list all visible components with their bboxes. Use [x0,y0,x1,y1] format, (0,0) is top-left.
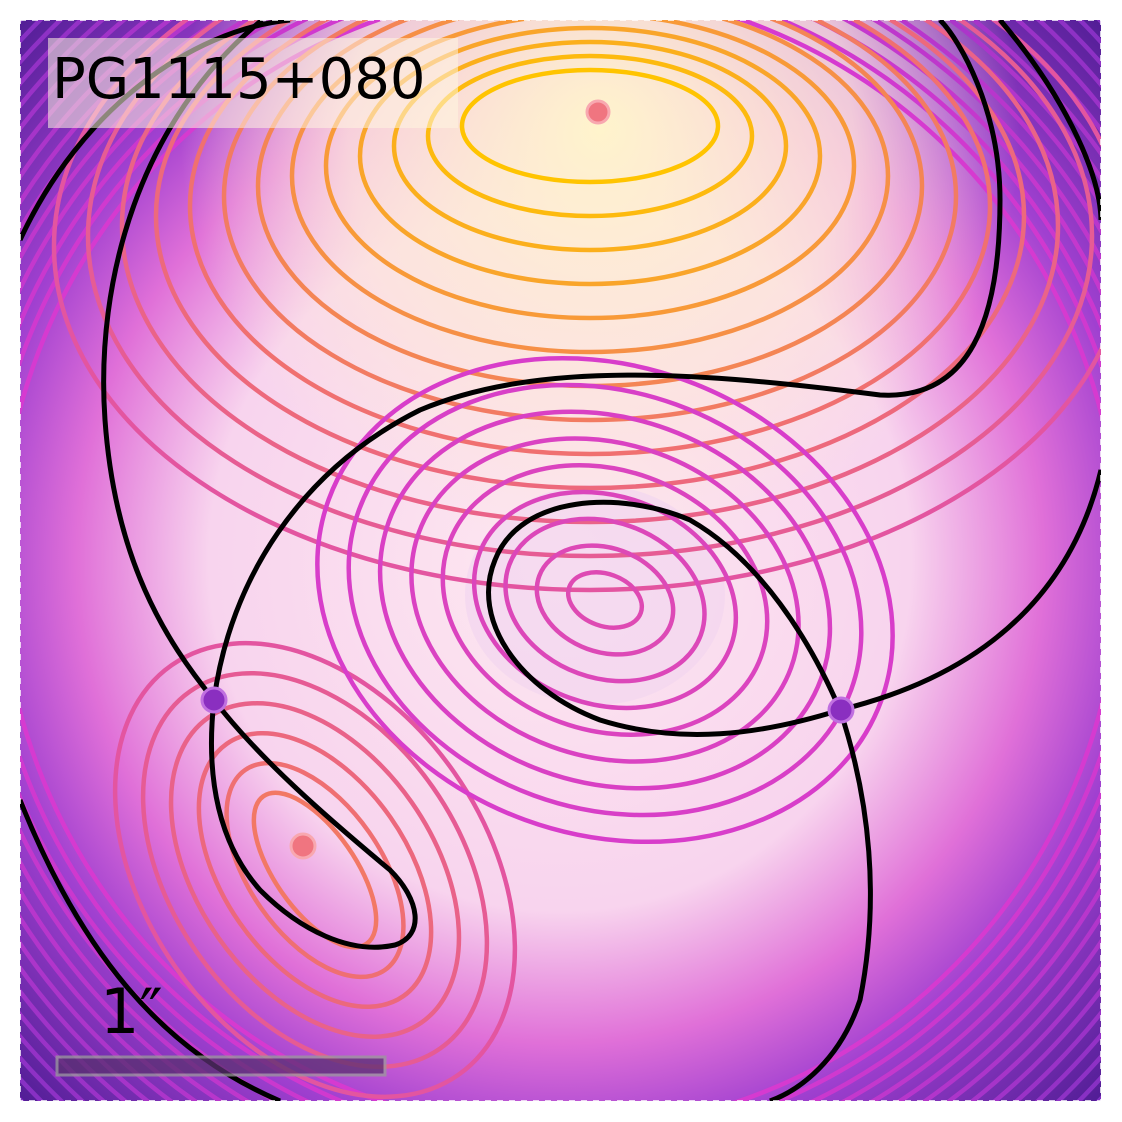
scale-bar [55,1055,387,1077]
contour-central-minimum [471,489,739,711]
contour-central-minimum [565,570,645,630]
critical-curve-lower-left [20,799,281,1101]
contour-central-minimum [503,516,707,684]
lensed-image-maximum-1 [585,99,611,125]
contour-top-maximum [391,39,789,253]
contour-top-maximum [425,53,755,219]
contour-top-maximum [221,20,959,423]
contour-top-maximum [85,20,1095,559]
title-backdrop [48,38,458,128]
contour-lower-left-maximum [140,670,490,1070]
contour-lower-left-maximum [196,731,434,1009]
contour-top-maximum [357,25,823,287]
contour-central-minimum [440,463,770,737]
plot-frame [19,19,1102,1102]
critical-curve-main [101,20,1003,950]
lensed-image-saddle-4 [827,696,855,724]
contour-top-maximum [323,20,857,321]
contour-central-minimum [377,409,833,791]
critical-curve-inner-loop [486,469,1101,737]
contour-central-minimum [409,436,801,764]
contour-top-maximum [459,67,721,185]
contour-top-maximum [119,20,1061,525]
critical-curve-lower-right [769,709,873,1101]
contour-lower-left-maximum [224,760,406,980]
scale-bar-label: 1″ [100,975,163,1048]
lensed-images [200,99,855,860]
contour-central-minimum [534,543,676,657]
lensed-image-saddle-3 [200,686,228,714]
contour-lower-left-maximum [112,640,518,1100]
lensed-image-maximum-2 [289,832,317,860]
contour-top-maximum [51,20,1101,593]
contour-lower-left-maximum [251,790,379,950]
contour-top-maximum [289,20,891,355]
contour-lower-left-maximum [168,701,462,1039]
contour-top-maximum [187,20,993,457]
lens-system-title: PG1115+080 [52,47,426,112]
contour-top-maximum [153,20,1027,491]
contour-central-minimum [346,382,864,818]
